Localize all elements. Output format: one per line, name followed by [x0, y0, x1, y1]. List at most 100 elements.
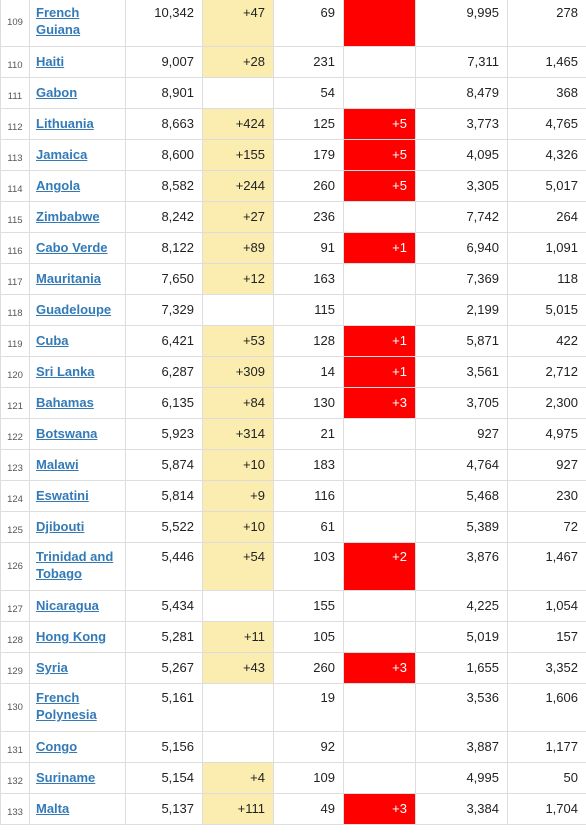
total-recovered-cell: 3,384: [415, 793, 508, 825]
active-cases-cell: 1,091: [507, 232, 586, 264]
country-link[interactable]: Cabo Verde: [36, 240, 108, 255]
new-deaths-cell: +5: [343, 170, 416, 202]
country-link[interactable]: Congo: [36, 739, 78, 754]
total-deaths-cell: 260: [273, 170, 344, 202]
rank-cell: 125: [0, 511, 30, 543]
table-row: 124 Eswatini 5,814 +9 116 5,468 230: [0, 480, 586, 512]
new-cases-cell: +12: [202, 263, 274, 295]
total-deaths-cell: 125: [273, 108, 344, 140]
total-deaths-cell: 116: [273, 480, 344, 512]
country-link[interactable]: Malawi: [36, 457, 79, 472]
total-cases-cell: 8,663: [125, 108, 203, 140]
new-cases-cell: [202, 683, 274, 732]
rank-cell: 109: [0, 0, 30, 47]
total-recovered-cell: 3,705: [415, 387, 508, 419]
country-cell: Syria: [29, 652, 126, 684]
total-deaths-cell: 115: [273, 294, 344, 326]
country-cell: French Guiana: [29, 0, 126, 47]
total-recovered-cell: 3,887: [415, 731, 508, 763]
total-deaths-cell: 163: [273, 263, 344, 295]
country-link[interactable]: Lithuania: [36, 116, 94, 131]
country-link[interactable]: Cuba: [36, 333, 69, 348]
total-deaths-cell: 69: [273, 0, 344, 47]
total-cases-cell: 5,156: [125, 731, 203, 763]
new-deaths-cell: [343, 46, 416, 78]
total-recovered-cell: 3,773: [415, 108, 508, 140]
total-recovered-cell: 4,095: [415, 139, 508, 171]
country-link[interactable]: Suriname: [36, 770, 96, 785]
active-cases-cell: 1,606: [507, 683, 586, 732]
total-deaths-cell: 130: [273, 387, 344, 419]
total-deaths-cell: 92: [273, 731, 344, 763]
table-row: 115 Zimbabwe 8,242 +27 236 7,742 264: [0, 201, 586, 233]
total-deaths-cell: 179: [273, 139, 344, 171]
active-cases-cell: 1,054: [507, 590, 586, 622]
country-link[interactable]: Haiti: [36, 54, 65, 69]
active-cases-cell: 4,326: [507, 139, 586, 171]
total-deaths-cell: 21: [273, 418, 344, 450]
country-link[interactable]: Mauritania: [36, 271, 102, 286]
total-cases-cell: 5,814: [125, 480, 203, 512]
new-cases-cell: +314: [202, 418, 274, 450]
new-deaths-cell: +3: [343, 793, 416, 825]
country-link[interactable]: Angola: [36, 178, 81, 193]
new-deaths-cell: +5: [343, 139, 416, 171]
country-link[interactable]: Nicaragua: [36, 598, 99, 613]
active-cases-cell: 3,352: [507, 652, 586, 684]
new-cases-cell: +10: [202, 511, 274, 543]
table-row: 132 Suriname 5,154 +4 109 4,995 50: [0, 762, 586, 794]
total-cases-cell: 5,137: [125, 793, 203, 825]
rank-cell: 133: [0, 793, 30, 825]
country-link[interactable]: Zimbabwe: [36, 209, 100, 224]
rank-cell: 121: [0, 387, 30, 419]
country-link[interactable]: Gabon: [36, 85, 78, 100]
total-cases-cell: 5,154: [125, 762, 203, 794]
country-cell: French Polynesia: [29, 683, 126, 732]
rank-cell: 128: [0, 621, 30, 653]
rank-cell: 115: [0, 201, 30, 233]
total-deaths-cell: 103: [273, 542, 344, 591]
active-cases-cell: 368: [507, 77, 586, 109]
total-deaths-cell: 19: [273, 683, 344, 732]
country-link[interactable]: Hong Kong: [36, 629, 107, 644]
new-cases-cell: [202, 590, 274, 622]
total-cases-cell: 6,421: [125, 325, 203, 357]
country-link[interactable]: Djibouti: [36, 519, 85, 534]
total-cases-cell: 8,582: [125, 170, 203, 202]
country-link[interactable]: Guadeloupe: [36, 302, 112, 317]
total-deaths-cell: 155: [273, 590, 344, 622]
country-link[interactable]: French Guiana: [36, 5, 81, 37]
country-link[interactable]: Jamaica: [36, 147, 88, 162]
country-link[interactable]: Botswana: [36, 426, 98, 441]
total-recovered-cell: 7,311: [415, 46, 508, 78]
total-recovered-cell: 4,225: [415, 590, 508, 622]
new-cases-cell: +309: [202, 356, 274, 388]
active-cases-cell: 50: [507, 762, 586, 794]
country-link[interactable]: Malta: [36, 801, 70, 816]
country-link[interactable]: French Polynesia: [36, 690, 97, 722]
total-cases-cell: 6,287: [125, 356, 203, 388]
country-link[interactable]: Trinidad and Tobago: [36, 549, 114, 581]
total-cases-cell: 7,329: [125, 294, 203, 326]
rank-cell: 111: [0, 77, 30, 109]
country-link[interactable]: Bahamas: [36, 395, 94, 410]
country-link[interactable]: Syria: [36, 660, 68, 675]
new-cases-cell: +4: [202, 762, 274, 794]
new-cases-cell: +111: [202, 793, 274, 825]
total-deaths-cell: 128: [273, 325, 344, 357]
table-row: 129 Syria 5,267 +43 260 +3 1,655 3,352: [0, 652, 586, 684]
new-deaths-cell: [343, 480, 416, 512]
country-link[interactable]: Eswatini: [36, 488, 89, 503]
country-cell: Haiti: [29, 46, 126, 78]
total-recovered-cell: 9,995: [415, 0, 508, 47]
table-row: 133 Malta 5,137 +111 49 +3 3,384 1,704: [0, 793, 586, 825]
active-cases-cell: 1,704: [507, 793, 586, 825]
rank-cell: 117: [0, 263, 30, 295]
new-cases-cell: [202, 77, 274, 109]
rank-cell: 129: [0, 652, 30, 684]
rank-cell: 112: [0, 108, 30, 140]
rank-cell: 127: [0, 590, 30, 622]
country-link[interactable]: Sri Lanka: [36, 364, 95, 379]
new-deaths-cell: +1: [343, 232, 416, 264]
active-cases-cell: 1,465: [507, 46, 586, 78]
